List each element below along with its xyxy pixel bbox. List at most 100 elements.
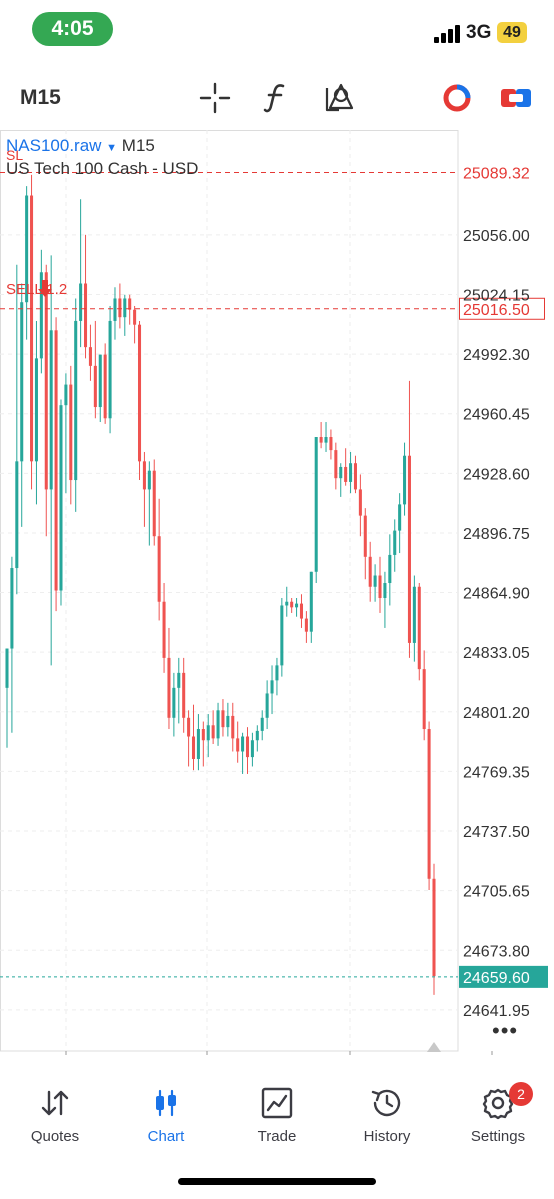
candle-body[interactable] [422,669,426,730]
function-icon[interactable] [258,80,294,116]
candle-body[interactable] [236,738,240,752]
candle-body[interactable] [363,515,367,557]
candle-body[interactable] [69,384,73,481]
candle-body[interactable] [167,657,171,718]
candle-body[interactable] [142,461,146,490]
candle-body[interactable] [339,466,343,479]
candle-body[interactable] [182,672,186,718]
nav-trade[interactable]: Trade [222,1080,332,1145]
candle-body[interactable] [349,463,353,482]
candle-body[interactable] [15,461,19,569]
candle-body[interactable] [226,715,230,728]
candle-body[interactable] [334,450,338,479]
candle-body[interactable] [196,729,200,759]
candle-body[interactable] [206,725,210,741]
candle-body[interactable] [417,586,421,670]
candle-body[interactable] [128,298,132,310]
candle-body[interactable] [241,736,245,752]
candle-body[interactable] [191,736,196,759]
candle-body[interactable] [432,878,436,977]
candle-body[interactable] [201,729,205,741]
candle-body[interactable] [157,536,161,602]
candle-body[interactable] [88,347,92,366]
candle-body[interactable] [162,601,166,658]
candle-body[interactable] [147,470,151,490]
candle-body[interactable] [285,601,289,606]
candle-body[interactable] [309,571,313,632]
candle-body[interactable] [79,283,83,321]
candle-body[interactable] [295,603,299,608]
candle-body[interactable] [113,298,117,321]
symbol-name[interactable]: NAS100.raw [6,136,102,155]
candle-body[interactable] [231,715,235,739]
nav-history[interactable]: History [332,1080,442,1145]
candle-body[interactable] [187,717,191,737]
candle-body[interactable] [216,710,220,739]
candle-body[interactable] [93,365,97,408]
candle-body[interactable] [344,466,348,482]
candle-body[interactable] [427,729,431,879]
candle-body[interactable] [373,575,377,587]
candle-body[interactable] [118,298,122,318]
candle-body[interactable] [412,586,416,643]
market-icon[interactable] [439,80,475,116]
nav-quotes[interactable]: Quotes [0,1080,110,1145]
candle-body[interactable] [103,354,107,419]
candle-body[interactable] [299,603,304,619]
candle-body[interactable] [265,693,269,718]
candle-body[interactable] [59,405,63,591]
candle-body[interactable] [177,672,181,688]
more-options-icon[interactable]: ••• [492,1018,519,1043]
candle-body[interactable] [353,463,357,490]
candle-body[interactable] [211,725,215,739]
candle-body[interactable] [324,437,328,443]
sell-position-marker[interactable]: SELL 1.2 [6,280,67,298]
candle-body[interactable] [84,283,88,348]
candle-body[interactable] [39,272,43,359]
crosshair-icon[interactable] [197,80,233,116]
candle-body[interactable] [378,575,382,598]
stop-loss-marker[interactable]: SL [6,147,24,163]
candle-body[interactable] [20,302,24,462]
candle-body[interactable] [260,717,264,731]
candle-body[interactable] [407,455,411,643]
candle-body[interactable] [44,272,48,490]
trade-toggle-icon[interactable] [498,80,534,116]
candle-body[interactable] [275,665,279,681]
candle-body[interactable] [49,330,53,490]
chart-canvas[interactable]: 25089.32 25016.50 24659.60 25056.00 25024.1… [0,130,554,1055]
candle-body[interactable] [270,680,274,694]
symbol-dropdown-icon[interactable]: ▼ [106,142,118,154]
candle-body[interactable] [304,618,308,632]
candle-body[interactable] [133,309,137,325]
symbol-header[interactable]: NAS100.raw ▼ M15 [6,136,155,156]
candle-body[interactable] [280,605,284,666]
candle-body[interactable] [152,470,156,537]
candle-body[interactable] [30,195,34,462]
candle-body[interactable] [250,740,254,758]
candle-body[interactable] [290,601,294,608]
candle-body[interactable] [388,554,392,584]
price-chart[interactable]: 25089.32 25016.50 24659.60 25056.00 25024.1… [0,130,554,1055]
candle-body[interactable] [329,437,333,451]
candle-body[interactable] [108,320,112,419]
candle-body[interactable] [221,710,225,728]
candle-body[interactable] [398,504,402,531]
candle-body[interactable] [383,583,387,598]
candle-body[interactable] [98,354,102,408]
candle-body[interactable] [34,358,38,462]
candle-body[interactable] [25,195,29,303]
shapes-icon[interactable] [321,80,357,116]
candle-body[interactable] [368,556,372,587]
candle-body[interactable] [137,324,142,462]
candle-body[interactable] [358,489,362,516]
candle-body[interactable] [64,384,68,406]
candle-body[interactable] [319,437,323,443]
candle-body[interactable] [123,298,127,318]
scroll-end-icon[interactable] [427,1042,441,1052]
candle-body[interactable] [74,320,78,481]
candle-body[interactable] [172,687,176,718]
candle-body[interactable] [10,568,14,649]
nav-chart[interactable]: Chart [111,1080,221,1145]
candle-body[interactable] [403,455,407,505]
